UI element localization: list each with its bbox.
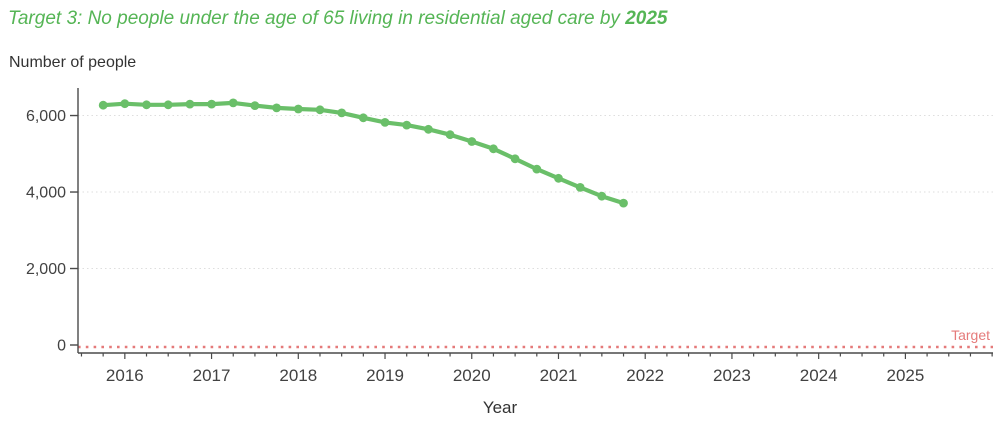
y-tick-label: 0 bbox=[57, 338, 66, 355]
data-point[interactable] bbox=[597, 191, 607, 201]
x-tick-label: 2022 bbox=[626, 366, 664, 385]
data-point[interactable] bbox=[402, 120, 412, 130]
data-point[interactable] bbox=[293, 104, 303, 114]
chart-title-text: Target 3: No people under the age of 65 … bbox=[8, 8, 626, 29]
series-layer bbox=[98, 98, 628, 208]
gridlines-layer bbox=[78, 115, 993, 270]
x-tick-label: 2019 bbox=[366, 366, 404, 385]
x-tick-label: 2017 bbox=[193, 366, 231, 385]
data-point[interactable] bbox=[575, 183, 585, 192]
data-point[interactable] bbox=[532, 164, 542, 174]
data-point[interactable] bbox=[250, 101, 260, 110]
data-point[interactable] bbox=[207, 99, 217, 109]
data-point[interactable] bbox=[445, 130, 455, 140]
data-point[interactable] bbox=[467, 137, 477, 146]
data-point[interactable] bbox=[619, 198, 628, 208]
y-axis-title: Number of people bbox=[9, 54, 137, 71]
y-tick-label: 2,000 bbox=[26, 261, 66, 278]
x-tick-label: 2023 bbox=[713, 366, 751, 385]
x-axis-title: Year bbox=[482, 398, 518, 417]
data-point[interactable] bbox=[337, 108, 347, 118]
x-tick-label: 2025 bbox=[886, 366, 924, 385]
y-tick-label: 6,000 bbox=[26, 108, 66, 125]
x-tick-label: 2018 bbox=[279, 366, 317, 385]
data-point[interactable] bbox=[185, 99, 195, 109]
data-point[interactable] bbox=[228, 98, 238, 108]
line-chart[interactable]: 0 2,000 4,000 6,000 2016 2017 2018 2019 2020 2021… bbox=[0, 80, 1000, 390]
x-tick-label: 2020 bbox=[453, 366, 491, 385]
data-point[interactable] bbox=[315, 105, 325, 115]
data-point[interactable] bbox=[142, 100, 151, 110]
data-point[interactable] bbox=[510, 154, 520, 164]
data-point[interactable] bbox=[489, 144, 498, 154]
chart-title: Target 3: No people under the age of 65 … bbox=[8, 6, 668, 32]
x-tick-label: 2016 bbox=[106, 366, 144, 385]
x-tick-label: 2021 bbox=[540, 366, 578, 385]
data-point[interactable] bbox=[163, 100, 173, 110]
data-point[interactable] bbox=[272, 103, 281, 113]
target-label: Target bbox=[951, 327, 990, 343]
data-point[interactable] bbox=[358, 113, 368, 123]
x-tick-label: 2024 bbox=[800, 366, 838, 385]
y-tick-label: 4,000 bbox=[26, 185, 66, 202]
data-point[interactable] bbox=[424, 124, 433, 134]
data-point[interactable] bbox=[554, 173, 563, 183]
data-point[interactable] bbox=[380, 118, 390, 127]
data-point[interactable] bbox=[120, 99, 130, 109]
data-point[interactable] bbox=[98, 100, 108, 110]
axis-layer: 0 2,000 4,000 6,000 2016 2017 2018 2019 2020 2021… bbox=[26, 88, 993, 385]
chart-title-year: 2025 bbox=[625, 8, 668, 29]
